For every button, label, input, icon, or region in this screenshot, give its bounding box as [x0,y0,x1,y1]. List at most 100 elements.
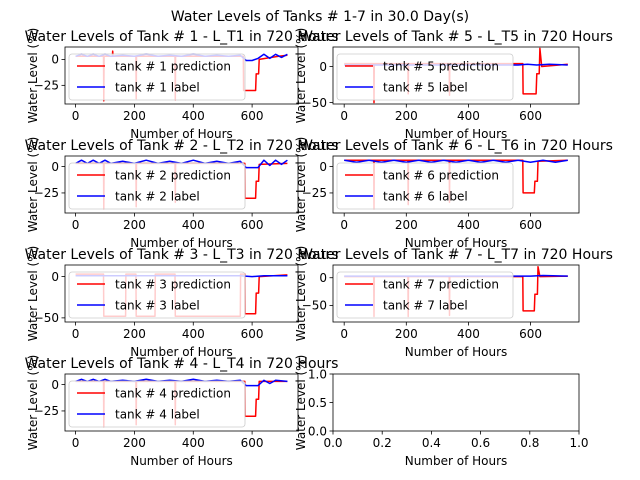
legend-box [68,162,246,210]
legend-box [68,271,246,319]
legend: tank # 3 prediction tank # 3 label [68,271,246,319]
x-tick-label: 0.8 [520,436,539,450]
x-tick-label: 0.2 [373,436,392,450]
x-axis-label: Number of Hours [130,345,233,359]
legend-entry: tank # 6 label [383,189,468,203]
legend-entry: tank # 4 label [115,407,200,421]
legend-entry: tank # 7 prediction [383,277,499,291]
x-axis-label: Number of Hours [130,127,233,141]
y-tick-label: −25 [34,186,59,200]
axes-frame [64,46,299,105]
x-tick-label: 0 [72,109,80,123]
x-tick-label: 400 [182,218,205,232]
x-tick-label: 0.6 [471,436,490,450]
x-axis-label: Number of Hours [405,454,508,468]
y-tick-label: 0.0 [308,424,327,438]
legend-box [68,380,246,428]
subplot-5: 0 200 400 600 0 −50 Number of Hours Water Level… [25,246,339,359]
legend-entry: tank # 4 prediction [115,386,231,400]
x-tick-label: 600 [241,436,264,450]
x-tick-label: 200 [395,218,418,232]
legend-entry: tank # 6 prediction [383,168,499,182]
y-tick-label: −50 [34,311,59,325]
legend: tank # 4 prediction tank # 4 label [68,380,246,428]
legend-box [336,162,514,210]
y-axis-label: Water Level (%) [26,137,40,233]
legend-box [336,53,514,101]
subplot-3: 0 200 400 600 0 −25 Number of Hours Water Level… [25,137,339,250]
axes-frame [332,155,580,214]
x-tick-label: 200 [395,327,418,341]
x-tick-label: 0.4 [422,436,441,450]
x-axis-label: Number of Hours [130,454,233,468]
subplot-8: 0.0 0.2 0.4 0.6 0.8 1.0 0.0 0.5 1.0 Number of Hou… [294,355,589,468]
subplot-title: Water Levels of Tank # 6 - L_T6 in 720 H… [299,138,613,154]
axes-frame [64,155,299,214]
axes-frame [64,373,299,432]
x-tick-label: 0 [340,327,348,341]
subplot-6: 0 200 400 600 0 −50 Number of Hours Water Level… [294,246,613,359]
x-tick-label: 400 [182,327,205,341]
y-tick-label: −50 [302,96,327,110]
x-tick-label: 600 [519,218,542,232]
x-tick-label: 200 [123,109,146,123]
x-tick-label: 0 [340,218,348,232]
y-tick-label: −50 [302,299,327,313]
subplot-title: Water Levels of Tank # 5 - L_T5 in 720 H… [299,29,613,45]
legend-entry: tank # 1 prediction [115,59,231,73]
x-tick-label: 600 [519,109,542,123]
subplot-7: 0 200 400 600 0 −25 Number of Hours Water Level… [25,355,339,468]
y-axis-label: Water Level (%) [26,355,40,451]
y-tick-label: 0 [51,378,59,392]
x-axis-label: Number of Hours [405,345,508,359]
axes-frame [332,264,580,323]
x-tick-label: 0.0 [323,436,342,450]
y-axis-label: Water Level (%) [26,246,40,342]
y-axis-label: Water Level (%) [294,137,308,233]
x-tick-label: 600 [241,109,264,123]
x-tick-label: 600 [241,327,264,341]
x-tick-label: 0 [340,109,348,123]
legend: tank # 2 prediction tank # 2 label [68,162,246,210]
y-tick-label: −25 [34,79,59,93]
legend-entry: tank # 7 label [383,298,468,312]
y-axis-label: Water Level (%) [294,28,308,124]
x-tick-label: 600 [519,327,542,341]
subplot-grid: 0 200 400 600 0 −25 Number of Hours Water Level… [25,28,613,468]
y-axis-label: Water Level (%) [26,28,40,124]
x-tick-label: 1.0 [569,436,588,450]
x-tick-label: 0 [72,327,80,341]
y-axis-label: Water Level (%) [294,355,308,451]
axes-frame [332,46,580,105]
x-tick-label: 600 [241,218,264,232]
subplot-4: 0 200 400 600 0 −25 Number of Hours Water Level… [294,137,613,250]
y-tick-label: 0 [51,53,59,67]
x-tick-label: 200 [123,327,146,341]
legend-entry: tank # 2 label [115,189,200,203]
x-tick-label: 400 [457,218,480,232]
y-tick-label: 0 [51,270,59,284]
legend: tank # 7 prediction tank # 7 label [336,271,514,319]
x-tick-label: 0 [72,218,80,232]
subplot-title: Water Levels of Tank # 1 - L_T1 in 720 H… [25,29,339,45]
legend: tank # 6 prediction tank # 6 label [336,162,514,210]
x-tick-label: 0 [72,436,80,450]
legend-entry: tank # 5 prediction [383,59,499,73]
subplot-2: 0 200 400 600 0 −50 Number of Hours Water Level… [294,28,613,141]
x-axis-label: Number of Hours [405,236,508,250]
x-tick-label: 200 [123,218,146,232]
y-tick-label: 0 [51,160,59,174]
x-tick-label: 400 [457,109,480,123]
y-tick-label: 0 [319,160,327,174]
y-tick-label: −25 [34,404,59,418]
x-tick-label: 200 [395,109,418,123]
x-tick-label: 200 [123,436,146,450]
y-tick-label: 0.5 [308,396,327,410]
y-tick-label: −25 [302,186,327,200]
x-axis-label: Number of Hours [130,236,233,250]
legend-entry: tank # 3 prediction [115,277,231,291]
legend-entry: tank # 2 prediction [115,168,231,182]
axes-frame [64,264,299,323]
legend-entry: tank # 1 label [115,80,200,94]
